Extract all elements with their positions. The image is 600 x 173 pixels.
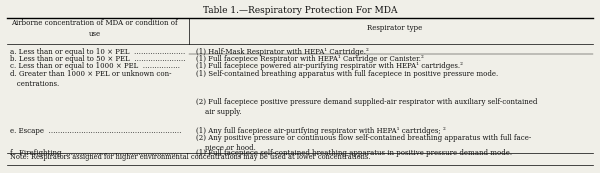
Text: b. Less than or equal to 50 × PEL  ………………….: b. Less than or equal to 50 × PEL ………………… <box>10 55 186 63</box>
Text: (1) Half-Mask Respirator with HEPA¹ Cartridge.²: (1) Half-Mask Respirator with HEPA¹ Cart… <box>196 48 369 56</box>
Text: (1) Full facepiece Respirator with HEPA¹ Cartridge or Canister.²: (1) Full facepiece Respirator with HEPA¹… <box>196 55 424 63</box>
Text: e. Escape  …………………………………………………: e. Escape ………………………………………………… <box>10 127 182 135</box>
Text: (1) Full facepiece self-contained breathing apparatus in positive pressure deman: (1) Full facepiece self-contained breath… <box>196 149 512 157</box>
Text: Respirator type: Respirator type <box>367 24 422 32</box>
Text: f.  Firefighting  …………………………………………: f. Firefighting ………………………………………… <box>10 149 178 157</box>
Text: (1) Full facepiece powered air-purifying respirator with HEPA¹ cartridges.²: (1) Full facepiece powered air-purifying… <box>196 62 463 70</box>
Text: Airborne concentration of MDA or condition of
use: Airborne concentration of MDA or conditi… <box>11 19 178 38</box>
Text: a. Less than or equal to 10 × PEL  ………………….: a. Less than or equal to 10 × PEL ………………… <box>10 48 185 56</box>
Text: c. Less than or equal to 1000 × PEL  …………….: c. Less than or equal to 1000 × PEL …………… <box>10 62 180 70</box>
Text: (2) Full facepiece positive pressure demand supplied-air respirator with auxilia: (2) Full facepiece positive pressure dem… <box>196 98 538 116</box>
Text: Note: Respirators assigned for higher environmental concentrations may be used a: Note: Respirators assigned for higher en… <box>10 153 371 161</box>
Text: (1) Self-contained breathing apparatus with full facepiece in positive pressure : (1) Self-contained breathing apparatus w… <box>196 70 499 78</box>
Text: (1) Any full facepiece air-purifying respirator with HEPA¹ cartridges; ²: (1) Any full facepiece air-purifying res… <box>196 127 446 135</box>
Text: (2) Any positive pressure or continuous flow self-contained breathing apparatus : (2) Any positive pressure or continuous … <box>196 134 532 152</box>
Text: Table 1.—Respiratory Protection For MDA: Table 1.—Respiratory Protection For MDA <box>203 6 397 15</box>
Text: d. Greater than 1000 × PEL or unknown con-
   centrations.: d. Greater than 1000 × PEL or unknown co… <box>10 70 172 88</box>
